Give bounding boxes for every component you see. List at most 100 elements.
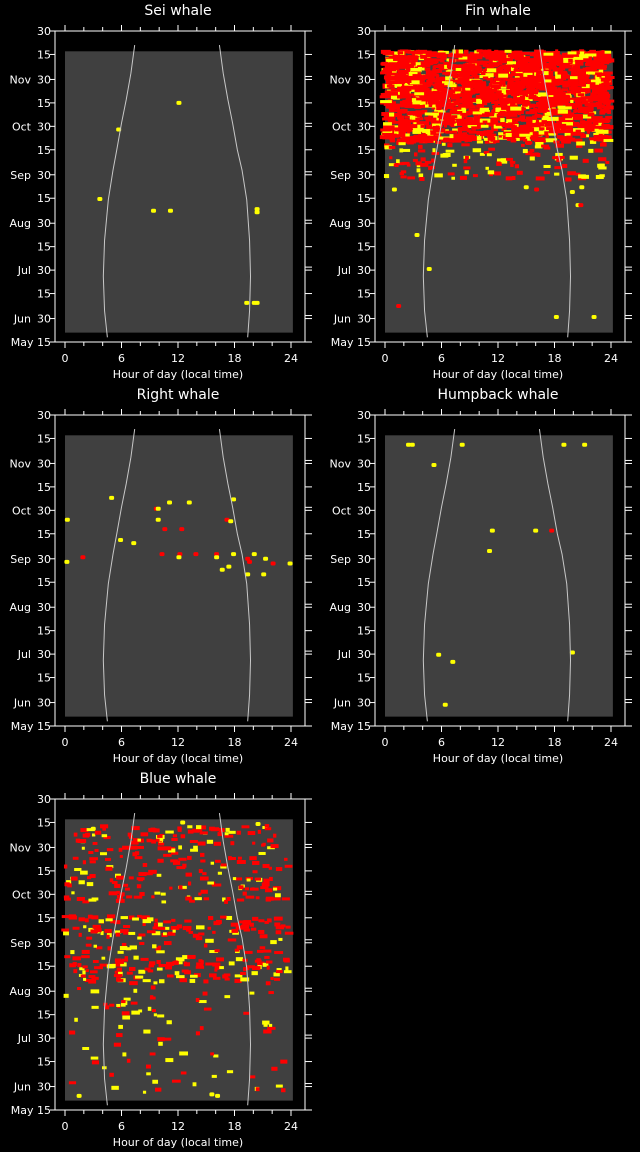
- detection-mark: [434, 109, 446, 114]
- detection-mark: [99, 852, 107, 856]
- detection-mark: [586, 66, 597, 71]
- detection-mark: [583, 134, 590, 138]
- detection-mark: [435, 74, 440, 78]
- detection-mark: [554, 53, 560, 57]
- y-tick-label: 30: [37, 1081, 51, 1094]
- detection-mark: [598, 166, 607, 170]
- detection-mark: [539, 50, 547, 55]
- detection-mark: [523, 72, 533, 77]
- detection-mark: [392, 84, 397, 88]
- detection-mark: [567, 51, 577, 55]
- y-month-label: Oct: [12, 888, 32, 901]
- detection-mark: [541, 144, 550, 148]
- detection-mark: [213, 1054, 219, 1058]
- x-tick-label: 6: [118, 1120, 125, 1133]
- detection-mark: [134, 856, 143, 860]
- detection-mark: [514, 164, 519, 169]
- detection-mark: [596, 94, 606, 99]
- detection-mark: [458, 56, 468, 60]
- detection-mark: [153, 1013, 157, 1017]
- detection-mark: [106, 848, 114, 852]
- detection-mark: [545, 65, 554, 69]
- detection-mark: [249, 1075, 256, 1079]
- detection-mark: [228, 857, 237, 861]
- detection-mark: [481, 99, 488, 103]
- detection-mark: [409, 86, 420, 90]
- detection-mark: [437, 50, 449, 54]
- detection-mark: [165, 965, 173, 970]
- detection-mark: [258, 851, 266, 855]
- y-month-label: Oct: [12, 504, 32, 517]
- detection-mark: [284, 857, 288, 861]
- detection-mark: [453, 100, 460, 104]
- detection-mark: [511, 64, 523, 68]
- detection-mark: [207, 926, 212, 930]
- detection-mark: [179, 978, 188, 983]
- detection-mark: [64, 955, 71, 959]
- detection-mark: [581, 82, 587, 87]
- detection-mark: [261, 882, 270, 887]
- detection-mark: [187, 855, 192, 860]
- detection-mark: [492, 60, 497, 64]
- detection-mark: [118, 892, 125, 897]
- detection-mark: [273, 833, 277, 838]
- detection-point: [391, 187, 397, 192]
- y-tick-label: 30: [37, 73, 51, 86]
- detection-point: [406, 442, 412, 447]
- detection-mark: [284, 864, 293, 868]
- detection-mark: [407, 130, 411, 135]
- detection-mark: [576, 70, 582, 74]
- detection-mark: [78, 932, 82, 937]
- detection-mark: [519, 124, 526, 128]
- detection-mark: [153, 922, 158, 927]
- detection-mark: [495, 122, 506, 126]
- detection-mark: [606, 72, 611, 77]
- detection-mark: [196, 962, 204, 967]
- detection-mark: [178, 885, 187, 889]
- detection-mark: [603, 138, 614, 142]
- detection-mark: [394, 127, 404, 132]
- detection-mark: [496, 160, 500, 164]
- detection-mark: [520, 78, 532, 83]
- detection-mark: [407, 176, 416, 180]
- detection-mark: [593, 82, 600, 87]
- detection-mark: [77, 839, 87, 844]
- detection-mark: [526, 140, 532, 145]
- detection-mark: [214, 859, 221, 863]
- detection-mark: [572, 113, 583, 117]
- detection-point: [561, 442, 567, 447]
- detection-mark: [566, 135, 573, 139]
- detection-mark: [409, 140, 415, 144]
- detection-mark: [547, 116, 559, 121]
- detection-mark: [100, 931, 104, 936]
- detection-mark: [557, 105, 566, 110]
- detection-mark: [210, 861, 215, 865]
- detection-mark: [195, 997, 200, 1002]
- detection-mark: [171, 1079, 181, 1083]
- detection-mark: [444, 72, 451, 76]
- detection-mark: [149, 961, 156, 966]
- detection-mark: [194, 897, 202, 901]
- detection-mark: [385, 80, 398, 85]
- detection-mark: [207, 881, 214, 885]
- detection-mark: [152, 1079, 159, 1084]
- detection-mark: [136, 884, 142, 889]
- detection-mark: [393, 133, 406, 138]
- detection-mark: [162, 926, 170, 930]
- detection-point: [426, 267, 432, 272]
- detection-mark: [547, 108, 559, 112]
- detection-mark: [584, 127, 592, 131]
- detection-mark: [203, 1007, 212, 1011]
- detection-mark: [584, 123, 596, 128]
- detection-mark: [589, 117, 595, 121]
- detection-mark: [258, 929, 265, 934]
- detection-mark: [457, 98, 465, 102]
- detection-mark: [228, 856, 232, 861]
- detection-mark: [265, 981, 271, 986]
- detection-mark: [432, 69, 443, 74]
- detection-mark: [533, 104, 540, 108]
- detection-mark: [468, 108, 480, 112]
- detection-mark: [539, 62, 548, 66]
- detection-mark: [66, 880, 72, 885]
- detection-mark: [560, 126, 566, 131]
